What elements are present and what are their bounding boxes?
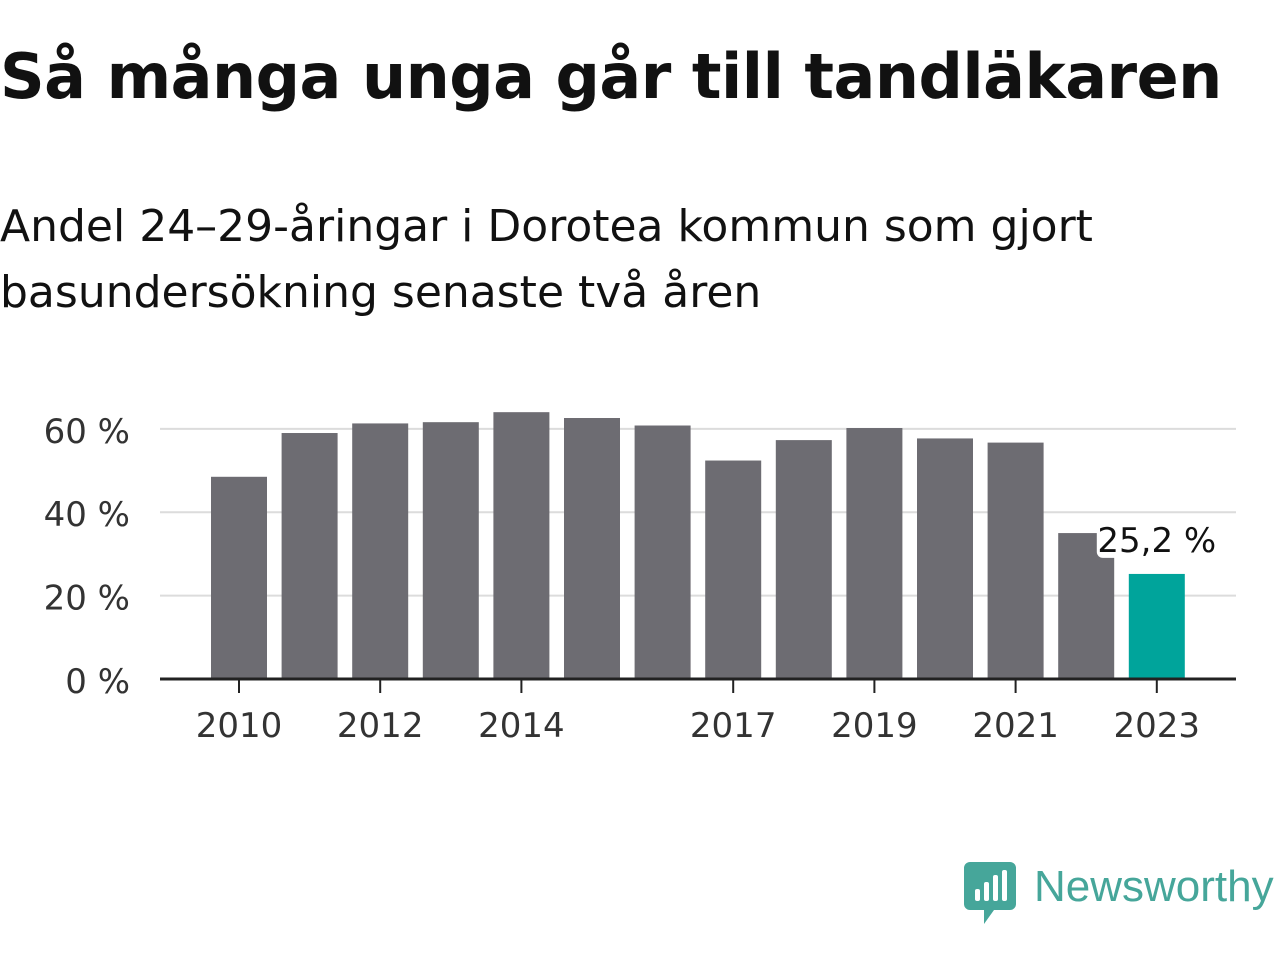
- bar-layer: [211, 412, 1185, 679]
- highlight-data-label-group: 25,2 %: [1096, 519, 1216, 561]
- bar-2019: [846, 428, 903, 679]
- y-tick-label: 40 %: [44, 495, 130, 535]
- brand-name: Newsworthy: [1034, 862, 1274, 911]
- bar-2017: [705, 460, 762, 679]
- x-tick-label: 2014: [478, 706, 565, 746]
- y-tick-label: 20 %: [44, 579, 130, 619]
- bar-2023: [1128, 573, 1185, 679]
- chart-subtitle: Andel 24–29-åringar i Dorotea kommun som…: [0, 201, 1093, 318]
- grid-layer: [160, 427, 1236, 597]
- y-tick-label: 60 %: [44, 412, 130, 452]
- label-layer: 0 % 20 % 40 % 60 % 2010 2012 2014 2017 2019 2021 2…: [44, 412, 1217, 746]
- bar-2013: [422, 422, 479, 679]
- x-tick-label: 2012: [337, 706, 424, 746]
- x-tick-label: 2017: [690, 706, 777, 746]
- chart-title: Så många unga går till tandläkaren: [0, 40, 1222, 113]
- bar-2010: [211, 476, 267, 679]
- data-label-background: [1096, 519, 1215, 558]
- x-tick-label: 2010: [196, 706, 283, 746]
- bar-2014: [493, 412, 550, 679]
- data-label-2023: 25,2 %: [1097, 521, 1216, 561]
- bar-2011: [281, 433, 338, 679]
- brand-logo: Newsworthy: [964, 862, 1274, 926]
- bar-2016: [634, 425, 691, 679]
- x-tick-label: 2023: [1114, 706, 1201, 746]
- bar-2018: [775, 440, 832, 679]
- x-tick-label: 2021: [972, 706, 1059, 746]
- newsworthy-logo-icon: [964, 862, 1016, 924]
- y-tick-label: 0 %: [65, 662, 130, 702]
- axis-layer: [160, 677, 1236, 693]
- bar-chart: 0 % 20 % 40 % 60 % 2010 2012 2014 2017 2019 2021 2…: [44, 412, 1236, 746]
- bar-2015: [564, 418, 620, 679]
- bar-2021: [987, 442, 1044, 679]
- x-tick-label: 2019: [831, 706, 918, 746]
- bar-2020: [917, 438, 973, 679]
- bar-2012: [352, 423, 409, 679]
